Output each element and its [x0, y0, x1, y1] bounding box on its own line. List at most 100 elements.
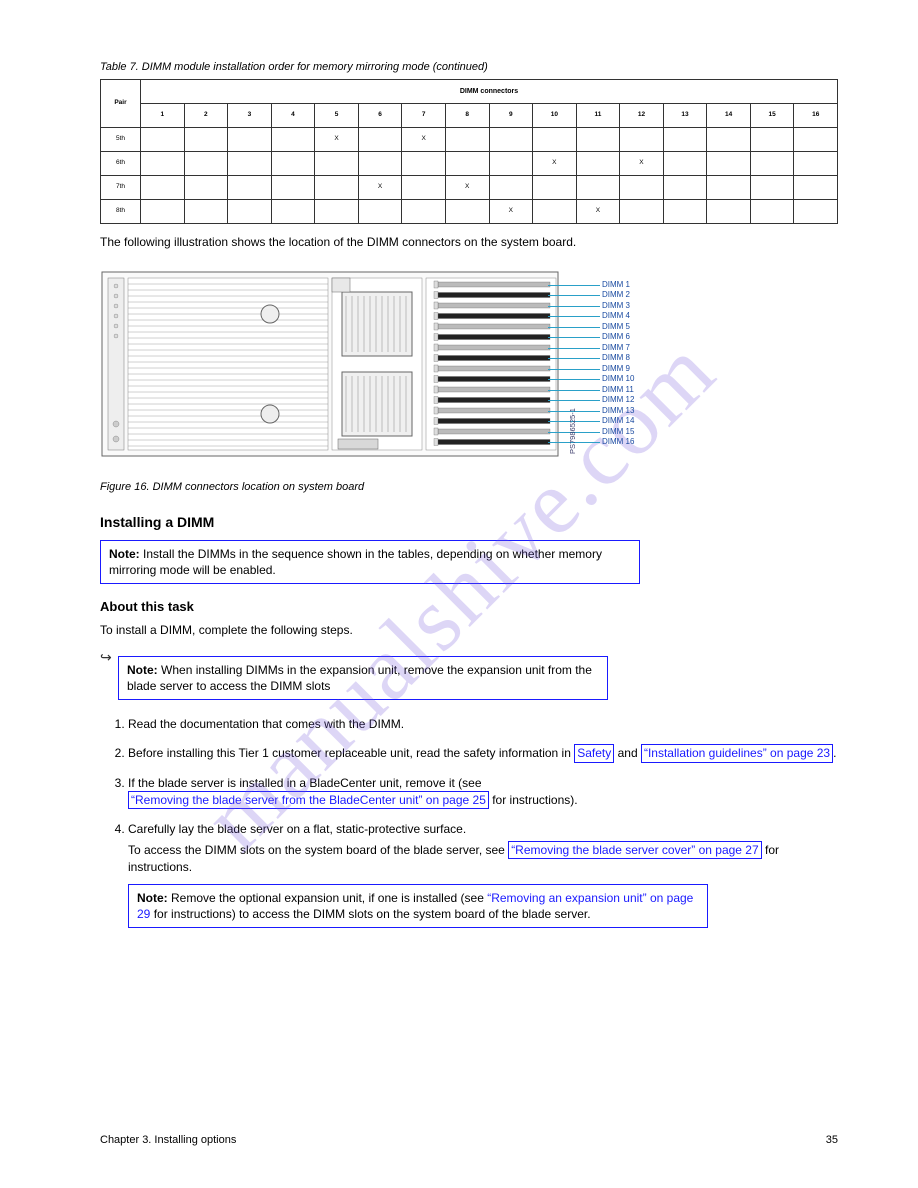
col-header: 5	[315, 103, 359, 127]
col-header: 14	[707, 103, 751, 127]
dimm-label: DIMM 7	[602, 343, 630, 354]
table-cell: X	[576, 199, 620, 223]
step-2-mid: and	[614, 746, 641, 760]
removing-cover-link[interactable]: “Removing the blade server cover” on pag…	[508, 841, 761, 859]
table-cell: X	[358, 175, 402, 199]
dimm-leader	[548, 358, 600, 359]
table-cell	[663, 199, 707, 223]
row-label: 8th	[101, 199, 141, 223]
table-cell: X	[315, 127, 359, 151]
row-label: 5th	[101, 127, 141, 151]
dimm-leader	[548, 400, 600, 401]
dimm-label: DIMM 8	[602, 353, 630, 364]
table-body: 5thXX6thXX7thXX8thXX	[101, 127, 838, 223]
installation-guidelines-link[interactable]: “Installation guidelines” on page 23	[641, 744, 833, 762]
dimm-label: DIMM 10	[602, 374, 634, 385]
dimm-label: DIMM 1	[602, 280, 630, 291]
table-cell	[533, 175, 577, 199]
col-header: 1	[141, 103, 185, 127]
table-cell	[228, 175, 272, 199]
table-cell	[445, 151, 489, 175]
table-cell	[489, 175, 533, 199]
step-1-text: Read the documentation that comes with t…	[128, 717, 404, 731]
dimm-leader	[548, 390, 600, 391]
col-header: 3	[228, 103, 272, 127]
dimm-label: DIMM 13	[602, 406, 634, 417]
arrow-icon: ↪	[100, 648, 114, 667]
table-cell	[141, 199, 185, 223]
step-1: Read the documentation that comes with t…	[128, 716, 838, 732]
figure-container: DIMM 1DIMM 2DIMM 3DIMM 4DIMM 5DIMM 6DIMM…	[100, 264, 838, 495]
col-header: 7	[402, 103, 446, 127]
table-cell	[663, 151, 707, 175]
table-cell	[271, 175, 315, 199]
table-row: 6thXX	[101, 151, 838, 175]
safety-link[interactable]: Safety	[574, 744, 614, 762]
dimm-leader	[548, 348, 600, 349]
col-header: 8	[445, 103, 489, 127]
dimm-leader	[548, 295, 600, 296]
col-header: 4	[271, 103, 315, 127]
table-cell	[141, 151, 185, 175]
table-cell	[576, 175, 620, 199]
dimm-label: DIMM 9	[602, 364, 630, 375]
note-box-1: Note: Install the DIMMs in the sequence …	[100, 540, 640, 584]
table-cell	[315, 199, 359, 223]
table-cell	[445, 127, 489, 151]
table-container: Table 7. DIMM module installation order …	[100, 60, 838, 224]
table-cell	[794, 127, 838, 151]
table-cell	[489, 151, 533, 175]
dimm-leader	[548, 327, 600, 328]
dimm-leader	[548, 337, 600, 338]
figure-caption-text: Figure 16. DIMM connectors location on s…	[100, 481, 364, 493]
dimm-leader	[548, 369, 600, 370]
table-row: 5thXX	[101, 127, 838, 151]
table-cell	[184, 151, 228, 175]
chassis-svg	[100, 264, 560, 464]
step-4-sub-pre: To access the DIMM slots on the system b…	[128, 843, 508, 857]
table-row: 7thXX	[101, 175, 838, 199]
row-label: 7th	[101, 175, 141, 199]
table-cell	[271, 127, 315, 151]
install-intro: To install a DIMM, complete the followin…	[100, 622, 838, 638]
table-cell	[358, 151, 402, 175]
step-2-post: .	[833, 746, 836, 760]
table-cell	[358, 199, 402, 223]
table-cell	[228, 127, 272, 151]
table-cell	[228, 151, 272, 175]
table-cell	[794, 151, 838, 175]
dimm-label: DIMM 16	[602, 437, 634, 448]
note-label: Note:	[109, 547, 140, 561]
table-cell	[315, 175, 359, 199]
dimm-label: DIMM 3	[602, 301, 630, 312]
note-text: When installing DIMMs in the expansion u…	[127, 663, 592, 693]
table-caption: Table 7. DIMM module installation order …	[100, 60, 838, 75]
table-cell	[750, 127, 794, 151]
table-cell	[576, 151, 620, 175]
figure-caption: Figure 16. DIMM connectors location on s…	[100, 480, 838, 495]
table-cell	[402, 199, 446, 223]
dimm-label: DIMM 5	[602, 322, 630, 333]
col-header: 11	[576, 103, 620, 127]
col-header: 10	[533, 103, 577, 127]
table-cell	[533, 199, 577, 223]
section-heading: Installing a DIMM	[100, 513, 838, 532]
table-cell: X	[489, 199, 533, 223]
table-cell	[663, 175, 707, 199]
table-cell	[184, 199, 228, 223]
dimm-label: DIMM 12	[602, 395, 634, 406]
table-cell: X	[533, 151, 577, 175]
removing-blade-link[interactable]: “Removing the blade server from the Blad…	[128, 791, 489, 809]
table-cell	[707, 151, 751, 175]
col-header: 9	[489, 103, 533, 127]
table-cell	[620, 127, 664, 151]
note-text: Install the DIMMs in the sequence shown …	[109, 547, 602, 577]
table-cell	[141, 175, 185, 199]
note-box-3: Note: Remove the optional expansion unit…	[128, 884, 708, 928]
dimm-leader	[548, 285, 600, 286]
table-cell	[445, 199, 489, 223]
table-cell	[271, 199, 315, 223]
footer-chapter: Chapter 3. Installing options	[100, 1133, 236, 1148]
dimm-table: Pair DIMM connectors 1 2 3 4 5 6 7 8 9 1…	[100, 79, 838, 224]
table-column-header-row: 1 2 3 4 5 6 7 8 9 10 11 12 13 14 15 16	[101, 103, 838, 127]
